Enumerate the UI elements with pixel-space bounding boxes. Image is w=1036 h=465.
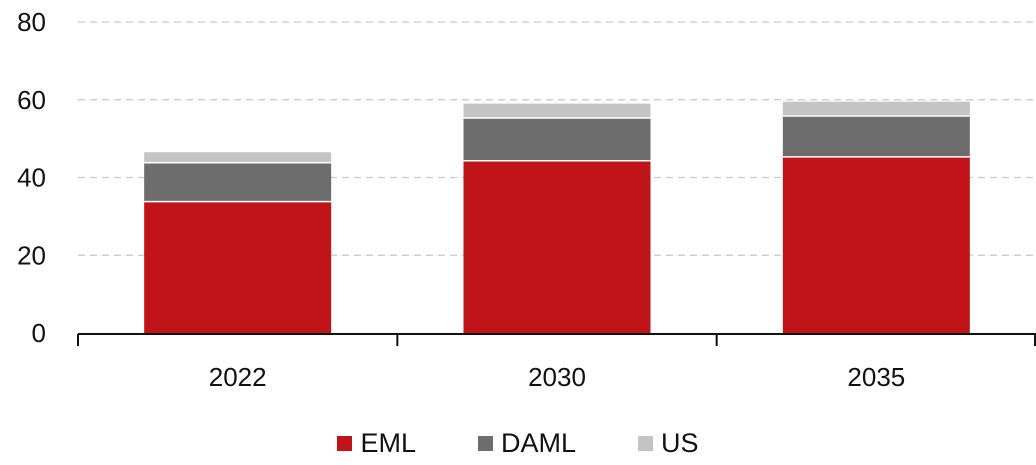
x-tick-label-2030: 2030	[528, 362, 586, 392]
y-tick-label-40: 40	[17, 163, 46, 193]
legend-label-us: US	[661, 428, 699, 458]
legend-item-daml: DAML	[478, 428, 576, 459]
y-tick-label-60: 60	[17, 85, 46, 115]
legend-swatch-us	[638, 436, 654, 451]
x-tick-label-2035: 2035	[847, 362, 905, 392]
bar-daml-2022	[144, 161, 332, 201]
legend-label-daml: DAML	[501, 428, 577, 458]
bar-eml-2030	[463, 160, 651, 333]
legend-item-eml: EML	[337, 428, 416, 459]
bar-eml-2035	[782, 156, 970, 333]
stacked-bar-chart: 0 20 40 60 80 2022 2030 2035	[17, 7, 1036, 392]
bar-us-2030	[463, 103, 651, 118]
y-tick-label-80: 80	[17, 7, 46, 37]
bar-eml-2022	[144, 200, 332, 333]
bar-us-2035	[782, 101, 970, 116]
x-tick-label-2022: 2022	[209, 362, 267, 392]
legend-swatch-daml	[478, 436, 493, 451]
bar-us-2022	[144, 152, 332, 162]
legend-item-us: US	[638, 428, 699, 459]
bar-daml-2035	[782, 115, 970, 157]
legend: EML DAML US	[0, 428, 1036, 459]
legend-swatch-eml	[337, 436, 353, 451]
legend-label-eml: EML	[360, 428, 416, 458]
y-tick-label-20: 20	[17, 240, 46, 270]
y-tick-label-0: 0	[32, 318, 46, 348]
bar-daml-2030	[463, 117, 651, 161]
